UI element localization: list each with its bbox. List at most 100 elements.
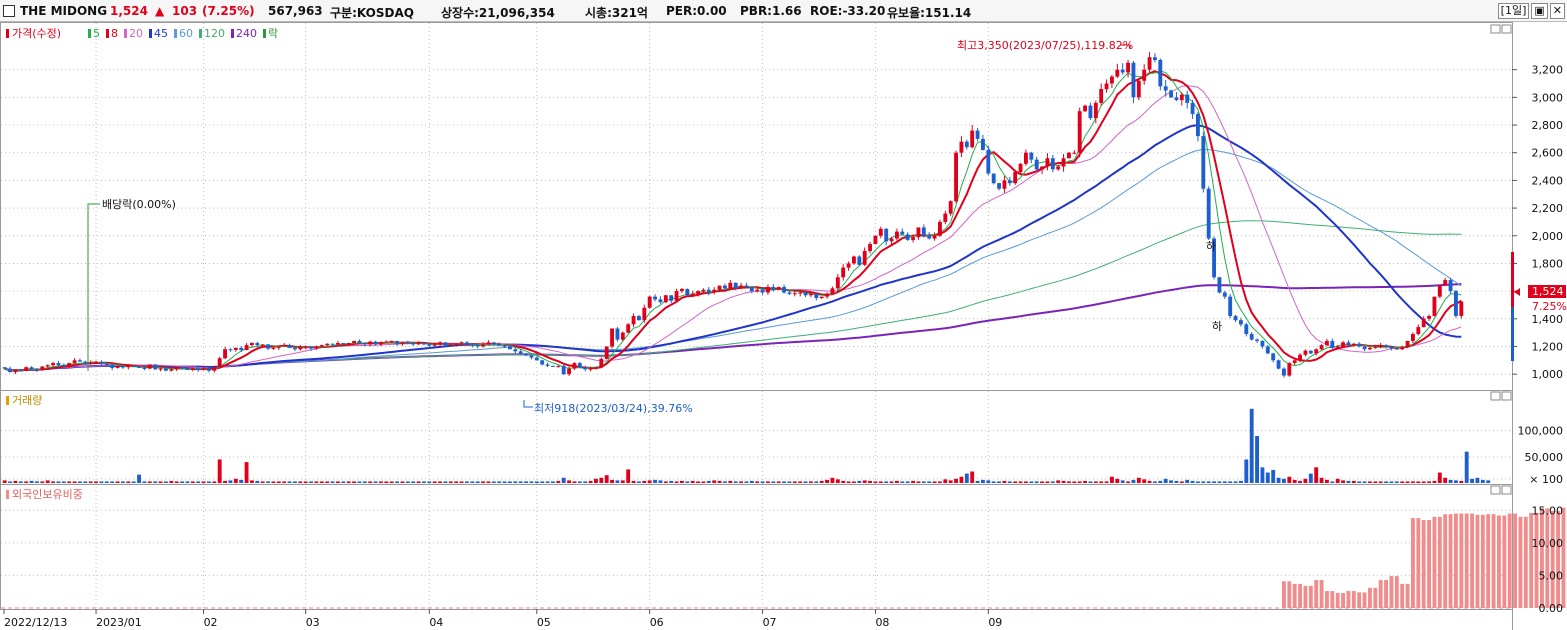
- volume-bar: [938, 481, 942, 483]
- candle-body: [583, 367, 588, 370]
- volume-bar: [959, 476, 964, 483]
- volume-bar: [88, 481, 93, 483]
- candle-body: [395, 340, 399, 344]
- candle-body: [432, 344, 437, 346]
- candle-body: [841, 267, 846, 278]
- candle-body: [556, 365, 561, 367]
- volume-bar: [1416, 481, 1421, 483]
- candle-body: [110, 365, 115, 368]
- candle-body: [228, 349, 233, 351]
- volume-bar: [615, 480, 620, 483]
- foreign-bar: [1335, 593, 1340, 608]
- candle-body: [465, 342, 469, 345]
- candle-body: [932, 235, 937, 239]
- candle-body: [336, 343, 340, 345]
- volume-bar: [744, 481, 749, 483]
- last-price: 1,524: [1532, 285, 1564, 298]
- candle-body: [1432, 296, 1437, 317]
- price-tick-label: 2,000: [1532, 230, 1564, 243]
- foreign-bar: [1378, 579, 1383, 608]
- candle-body: [1190, 102, 1195, 114]
- market-type: 구분:KOSDAQ: [330, 6, 414, 20]
- candle-body: [830, 288, 835, 295]
- volume-bar: [239, 479, 244, 483]
- candle-body: [1437, 285, 1442, 297]
- volume-bar: [835, 479, 840, 483]
- volume-bar: [228, 480, 233, 483]
- price-tick-label: 2,400: [1532, 174, 1564, 187]
- volume-bar: [1271, 469, 1276, 483]
- price-tick-label: 1,800: [1532, 257, 1564, 270]
- candle-body: [51, 363, 55, 366]
- candle-body: [878, 228, 883, 236]
- candle-body: [895, 231, 899, 239]
- foreign-bar: [1464, 513, 1469, 608]
- candle-body: [1427, 316, 1431, 319]
- volume-bar: [373, 481, 378, 483]
- volume-bar: [110, 481, 115, 483]
- candle-body: [717, 285, 722, 290]
- volume-bar: [51, 481, 55, 483]
- volume-bar: [1206, 481, 1211, 483]
- volume-bar: [513, 481, 518, 483]
- volume-bar: [1244, 459, 1249, 483]
- volume-bar: [1287, 476, 1292, 483]
- candle-body: [1271, 353, 1276, 361]
- volume-bar: [438, 481, 442, 483]
- volume-bar: [1061, 480, 1066, 483]
- legend-swatch: [199, 29, 202, 38]
- candle-body: [862, 250, 867, 265]
- legend-swatch: [106, 29, 109, 38]
- candle-body: [142, 367, 147, 369]
- volume-bar: [137, 474, 141, 483]
- close-icon[interactable]: ✕: [1549, 3, 1565, 19]
- candle-body: [1282, 368, 1286, 376]
- candle-body: [35, 369, 39, 371]
- stock-chart[interactable]: 1,0001,2001,4001,6001,8002,0002,2002,400…: [0, 22, 1567, 630]
- candle-body: [1061, 158, 1066, 167]
- candle-body: [545, 364, 550, 366]
- candle-body: [868, 244, 872, 251]
- candle-body: [1319, 345, 1324, 350]
- volume-bar: [680, 480, 684, 483]
- volume-bar: [1228, 481, 1233, 483]
- ma-line-8: [4, 70, 1462, 372]
- candle-body: [540, 360, 545, 365]
- volume-bar: [207, 481, 211, 483]
- volume-bar: [502, 481, 507, 483]
- candle-body: [1303, 350, 1308, 355]
- candle-body: [975, 130, 980, 139]
- volume-bar: [1153, 481, 1157, 483]
- volume-tick-label: 100,000: [1518, 425, 1564, 438]
- volume-bar: [620, 480, 625, 483]
- candle-body: [1142, 69, 1147, 81]
- candle-body: [1330, 340, 1335, 348]
- candle-body: [846, 263, 851, 268]
- volume-bar: [497, 481, 502, 483]
- candle-body: [1233, 316, 1238, 321]
- volume-bar: [852, 481, 856, 483]
- volume-bar: [1029, 481, 1034, 483]
- candle-body: [169, 369, 174, 371]
- candle-body: [524, 353, 528, 356]
- volume-bar: [970, 471, 975, 483]
- volume-bar: [1330, 481, 1335, 483]
- checkbox[interactable]: [3, 5, 15, 17]
- volume-bar: [325, 481, 330, 483]
- candle-body: [1040, 166, 1044, 170]
- time-tick-label: 06: [650, 616, 664, 629]
- foreign-bar: [1491, 514, 1496, 608]
- restore-icon[interactable]: ▣: [1531, 3, 1548, 19]
- candle-body: [604, 346, 609, 359]
- panel-controls[interactable]: [1490, 24, 1512, 495]
- volume-bar: [121, 481, 125, 483]
- foreign-bar: [1448, 514, 1453, 608]
- period-button[interactable]: [1일]: [1497, 3, 1530, 19]
- candle-body: [481, 344, 485, 347]
- volume-bar: [427, 481, 432, 483]
- candle-body: [368, 341, 373, 345]
- time-tick-label: 07: [763, 616, 777, 629]
- volume-bar: [642, 480, 647, 483]
- candle-body: [1083, 105, 1087, 112]
- volume-bar: [1255, 435, 1259, 483]
